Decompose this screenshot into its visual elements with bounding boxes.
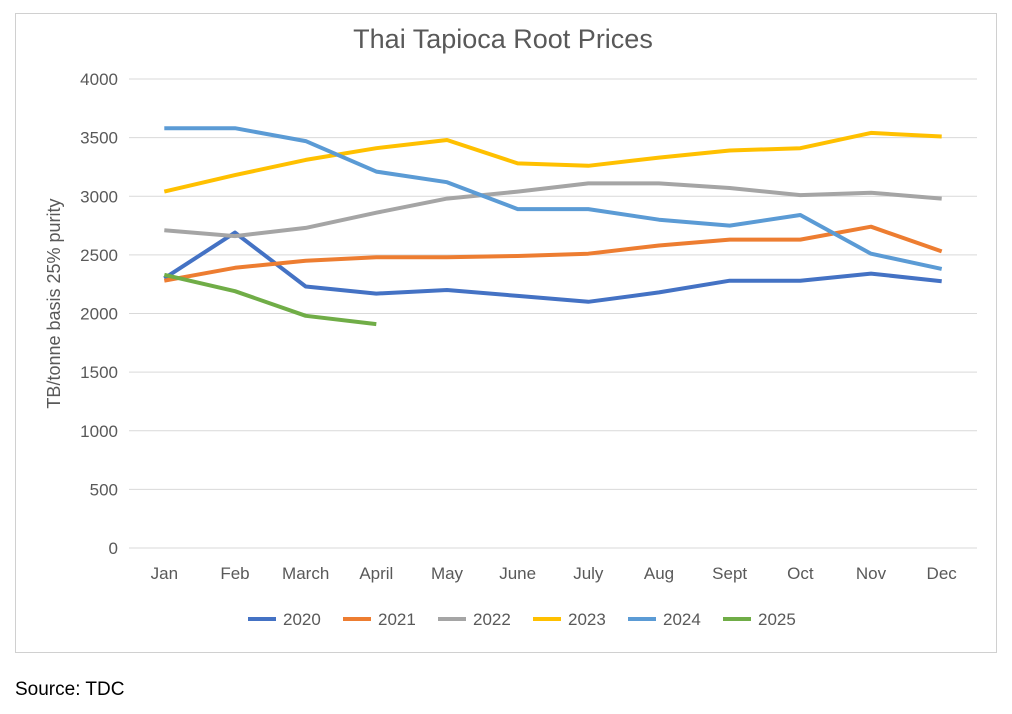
y-axis-title: TB/tonne basis 25% purity [44, 198, 64, 408]
legend-label: 2022 [473, 610, 511, 629]
legend-label: 2025 [758, 610, 796, 629]
x-tick-label: July [573, 564, 604, 583]
line-chart: Thai Tapioca Root Prices 0 500 1000 1500 200… [44, 24, 977, 629]
y-tick-label: 1000 [80, 422, 118, 441]
x-tick-label: Oct [787, 564, 814, 583]
y-tick-label: 1500 [80, 363, 118, 382]
series-line-2021 [163, 224, 943, 283]
source-note: Source: TDC [15, 679, 125, 700]
series-lines [163, 126, 943, 327]
x-tick-label: March [282, 564, 329, 583]
series-line-2024 [164, 126, 943, 271]
x-tick-label: Feb [220, 564, 249, 583]
x-tick-label: Nov [856, 564, 887, 583]
legend: 2020 2021 2022 2023 2024 2025 [248, 610, 796, 629]
y-axis-ticks: 0 500 1000 1500 2000 2500 3000 3500 4000 [80, 70, 118, 558]
x-tick-label: May [431, 564, 464, 583]
y-tick-label: 2000 [80, 305, 118, 324]
series-line-2020 [163, 230, 942, 304]
x-tick-label: Jan [151, 564, 178, 583]
legend-label: 2024 [663, 610, 701, 629]
series-line-2025 [163, 272, 377, 327]
y-tick-label: 0 [109, 539, 118, 558]
series-line-2022 [164, 181, 942, 239]
legend-label: 2021 [378, 610, 416, 629]
x-tick-label: Aug [644, 564, 674, 583]
y-tick-label: 500 [90, 480, 118, 499]
chart-title: Thai Tapioca Root Prices [353, 24, 653, 54]
chart-area: Thai Tapioca Root Prices 0 500 1000 1500 200… [15, 13, 997, 653]
x-tick-label: June [499, 564, 536, 583]
x-tick-label: April [359, 564, 393, 583]
series-line-2023 [163, 130, 942, 194]
x-axis-ticks: Jan Feb March April May June July Aug Sept Oct Nov… [151, 564, 958, 583]
legend-label: 2020 [283, 610, 321, 629]
y-tick-label: 4000 [80, 70, 118, 89]
y-tick-label: 3500 [80, 129, 118, 148]
x-tick-label: Sept [712, 564, 747, 583]
gridlines [129, 78, 977, 549]
x-tick-label: Dec [927, 564, 958, 583]
y-tick-label: 2500 [80, 246, 118, 265]
legend-label: 2023 [568, 610, 606, 629]
y-tick-label: 3000 [80, 187, 118, 206]
